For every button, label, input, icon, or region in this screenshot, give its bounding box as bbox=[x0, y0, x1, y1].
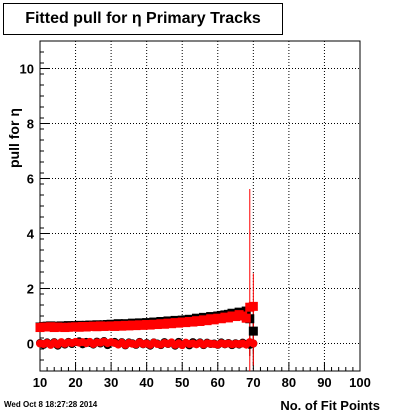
data-point-square bbox=[248, 326, 258, 336]
x-tick-label: 90 bbox=[317, 375, 331, 390]
y-axis-label: pull for η bbox=[6, 108, 22, 168]
y-tick-label: 10 bbox=[20, 62, 34, 77]
x-tick-label: 100 bbox=[349, 375, 371, 390]
data-points bbox=[35, 301, 258, 350]
y-tick-label: 6 bbox=[27, 172, 34, 187]
y-tick-label: 0 bbox=[27, 337, 34, 352]
x-tick-label: 40 bbox=[139, 375, 153, 390]
chart-title: Fitted pull for η Primary Tracks bbox=[25, 10, 261, 27]
y-tick-label: 4 bbox=[27, 227, 35, 242]
axis-ticks bbox=[39, 40, 361, 372]
data-point-square bbox=[241, 313, 251, 323]
tick-labels: 10 20 30 40 50 60 70 80 90 100 0 2 4 6 8 10 bbox=[20, 62, 371, 391]
timestamp: Wed Oct 8 18:27:28 2014 bbox=[4, 400, 98, 409]
y-tick-label: 2 bbox=[27, 282, 34, 297]
data-point-square bbox=[248, 301, 258, 311]
x-tick-label: 60 bbox=[211, 375, 225, 390]
x-tick-label: 50 bbox=[175, 375, 189, 390]
y-tick-label: 8 bbox=[27, 117, 34, 132]
x-tick-label: 80 bbox=[282, 375, 296, 390]
y-axis-label-wrap: pull for η bbox=[5, 108, 23, 168]
x-tick-label: 20 bbox=[68, 375, 82, 390]
x-tick-label: 30 bbox=[104, 375, 118, 390]
data-point-circle bbox=[249, 339, 258, 348]
x-axis-label: No. of Fit Points bbox=[280, 398, 380, 413]
x-tick-label: 10 bbox=[33, 375, 47, 390]
x-tick-label: 70 bbox=[246, 375, 260, 390]
chart-title-box: Fitted pull for η Primary Tracks bbox=[3, 3, 283, 35]
